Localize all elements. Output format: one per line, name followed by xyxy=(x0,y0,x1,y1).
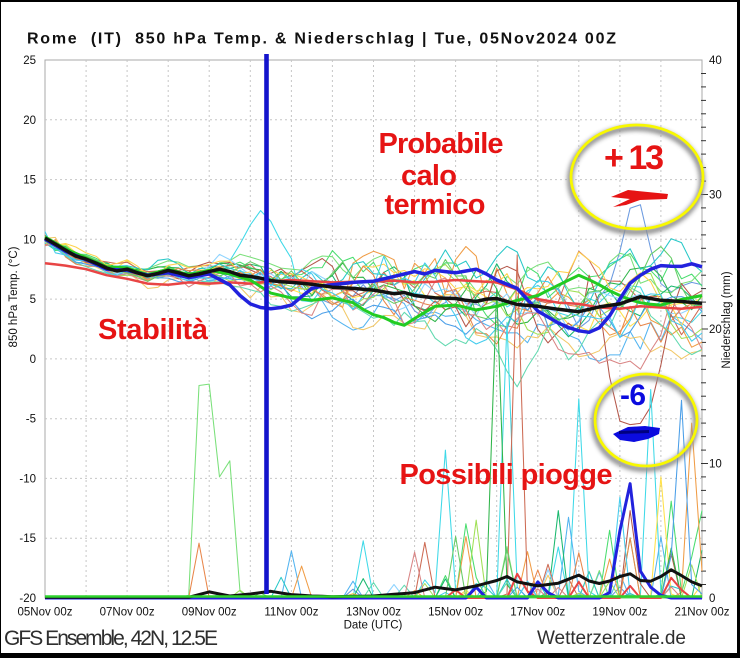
svg-text:11Nov 00z: 11Nov 00z xyxy=(264,607,318,619)
svg-text:Date (UTC): Date (UTC) xyxy=(344,620,403,632)
svg-text:Stabilità: Stabilità xyxy=(98,314,209,346)
svg-text:Wetterzentrale.de: Wetterzentrale.de xyxy=(537,628,686,649)
svg-text:21Nov 00z: 21Nov 00z xyxy=(675,607,730,619)
svg-text:850 hPa Temp. (°C): 850 hPa Temp. (°C) xyxy=(8,246,20,347)
svg-text:15: 15 xyxy=(23,175,36,187)
svg-text:Possibili piogge: Possibili piogge xyxy=(400,459,613,491)
svg-text:0: 0 xyxy=(30,354,36,366)
svg-text:-20: -20 xyxy=(19,593,36,605)
svg-text:30: 30 xyxy=(709,190,722,202)
svg-text:17Nov 00z: 17Nov 00z xyxy=(510,607,565,619)
svg-text:-10: -10 xyxy=(19,473,36,485)
svg-text:-5: -5 xyxy=(26,414,36,426)
svg-text:Niederschlag (mm): Niederschlag (mm) xyxy=(721,271,733,368)
svg-text:0: 0 xyxy=(709,593,715,605)
svg-text:09Nov 00z: 09Nov 00z xyxy=(182,607,237,619)
svg-text:-6: -6 xyxy=(620,379,646,412)
svg-text:GFS Ensemble, 42N, 12.5E: GFS Ensemble, 42N, 12.5E xyxy=(4,627,218,650)
svg-text:calo: calo xyxy=(401,160,457,192)
svg-text:termico: termico xyxy=(385,189,486,221)
svg-text:5: 5 xyxy=(30,294,36,306)
svg-text:Probabile: Probabile xyxy=(379,128,504,160)
svg-text:05Nov 00z: 05Nov 00z xyxy=(18,607,73,619)
svg-text:10: 10 xyxy=(23,234,36,246)
svg-text:40: 40 xyxy=(709,55,722,67)
svg-text:Rome (IT) 850 hPa Temp. & Ni: Rome (IT) 850 hPa Temp. & Niederschlag |… xyxy=(27,31,616,48)
svg-text:19Nov 00z: 19Nov 00z xyxy=(592,607,647,619)
svg-text:20: 20 xyxy=(709,324,722,336)
svg-text:-15: -15 xyxy=(19,533,36,545)
svg-text:25: 25 xyxy=(23,55,36,67)
svg-text:20: 20 xyxy=(23,115,36,127)
svg-text:07Nov 00z: 07Nov 00z xyxy=(100,607,155,619)
svg-text:+ 13: + 13 xyxy=(604,139,664,177)
svg-text:15Nov 00z: 15Nov 00z xyxy=(428,607,483,619)
svg-text:13Nov 00z: 13Nov 00z xyxy=(346,607,401,619)
svg-text:10: 10 xyxy=(709,459,722,471)
